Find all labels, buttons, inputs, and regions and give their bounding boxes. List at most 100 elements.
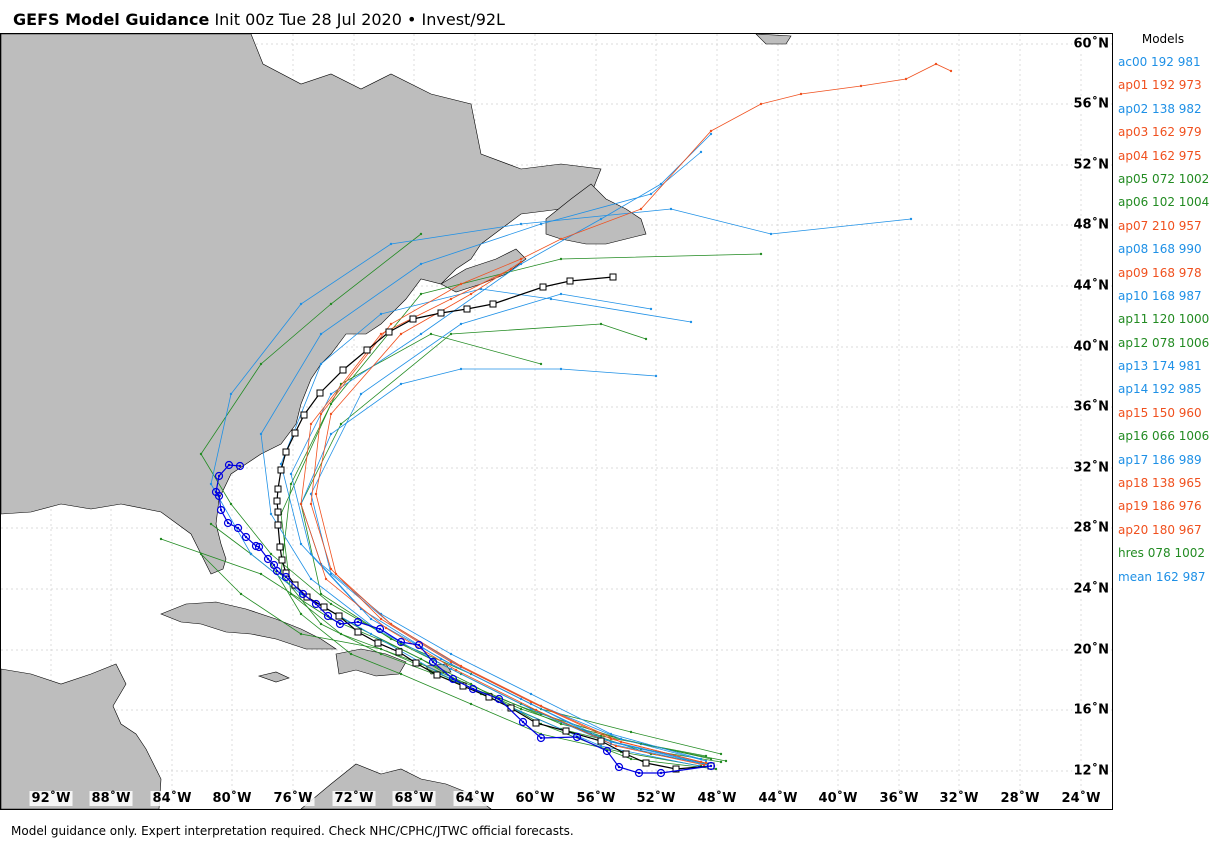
hres-track-point [617,765,621,769]
hres-track-point [572,732,582,742]
orange-track-point [904,77,908,81]
green-track-point [389,637,393,641]
hres-track-point [414,640,424,650]
orange-track-point [559,237,563,241]
hres-track-point [338,622,342,626]
hres-track-point [275,569,279,573]
hres-track-point [709,764,713,768]
mean-track-point [609,273,617,281]
blue-track-point [559,292,563,296]
green-track-point [559,722,563,726]
blue-track-point [309,492,313,496]
orange-track-point [702,763,706,767]
orange-track-point [519,257,523,261]
blue-track-point [669,207,673,211]
legend-item: ap03 162 979 [1118,125,1202,140]
green-track [160,538,717,770]
orange-track-point [399,332,403,336]
blue-track-point [419,262,423,266]
longitude-label: 24˚W [1059,791,1103,806]
green-track-point [419,662,423,666]
hres-track-point [497,697,501,701]
land-masses [1,34,792,809]
hres-track-point [518,717,528,727]
orange-track-point [619,740,623,744]
longitude-label: 80˚W [210,791,254,806]
orange-track-point [389,322,393,326]
blue-track-point [299,302,303,306]
blue-track-point [559,367,563,371]
legend-item: ap08 168 990 [1118,242,1202,257]
green-track-point [379,647,383,651]
hres-track-point [417,643,421,647]
green-track-point [449,332,453,336]
green-track-point [339,632,343,636]
blue-track-point [279,462,283,466]
blue-track-point [419,332,423,336]
blue-track-point [539,222,543,226]
blue-track-point [699,150,703,154]
legend-item: ap10 168 987 [1118,288,1202,303]
title-bold: GEFS Model Guidance [13,10,210,29]
hres-track-point [236,526,240,530]
blue-track-point [399,382,403,386]
disclaimer-footer: Model guidance only. Expert interpretati… [11,824,574,838]
legend-item: ap16 066 1006 [1118,429,1210,444]
hres-track-point [301,592,305,596]
orange-track-point [379,617,383,621]
longitude-label: 56˚W [574,791,618,806]
orange-track-point [639,207,643,211]
blue-track-point [769,232,773,236]
legend-item: ap15 150 960 [1118,405,1202,420]
orange-track-point [309,422,313,426]
latitude-label: 24˚N [1071,581,1111,597]
green-track-point [199,452,203,456]
land-nova-scotia [440,248,527,293]
green-track-point [469,702,473,706]
green-track-point [259,572,263,576]
green-track-point [229,502,233,506]
legend-item: ap06 102 1004 [1118,195,1210,210]
models-legend: Models ac00 192 981 ap01 192 973 ap02 138 … [1118,32,1210,590]
hres-track-point [241,532,251,542]
mean-track-point [274,485,282,493]
green-track-point [469,682,473,686]
green-track-point [539,362,543,366]
hres-track-point [235,461,245,471]
blue-track-point [319,332,323,336]
blue-track-point [369,632,373,636]
orange-track-point [519,260,523,264]
blue-track-point [329,432,333,436]
orange-track-point [614,744,618,748]
longitude-label: 68˚W [392,791,436,806]
green-track-point [289,482,293,486]
map-panel[interactable]: 60˚N 56˚N 52˚N 48˚N 44˚N 40˚N 36˚N 32˚N 28˚N 24˚N… [0,33,1113,810]
hres-track-point [251,541,261,551]
blue-track-point [549,297,553,301]
green-track-point [299,612,303,616]
hres-track-point [706,761,716,771]
longitude-label: 28˚W [998,791,1042,806]
longitude-label: 84˚W [150,791,194,806]
hres-track-point [605,749,609,753]
mean-track-point [300,411,308,419]
legend-item: ap13 174 981 [1118,359,1202,374]
blue-track-point [519,710,523,714]
green-track-point [329,402,333,406]
hres-track-point [396,637,406,647]
green-track [270,563,702,767]
hres-track-point [266,557,270,561]
legend-item: ap04 162 975 [1118,148,1202,163]
legend-item: ap14 192 985 [1118,382,1202,397]
hres-track-point [468,684,478,694]
orange-track-point [334,572,338,576]
hres-track-point [375,624,385,634]
mean-track-point [282,448,290,456]
blue-track-point [709,132,713,136]
land-greenland [755,34,792,45]
green-track-point [704,754,708,758]
track-map[interactable] [1,34,1112,809]
land-cuba [160,601,337,650]
orange-track-point [459,664,463,668]
orange-track-point [454,668,458,672]
